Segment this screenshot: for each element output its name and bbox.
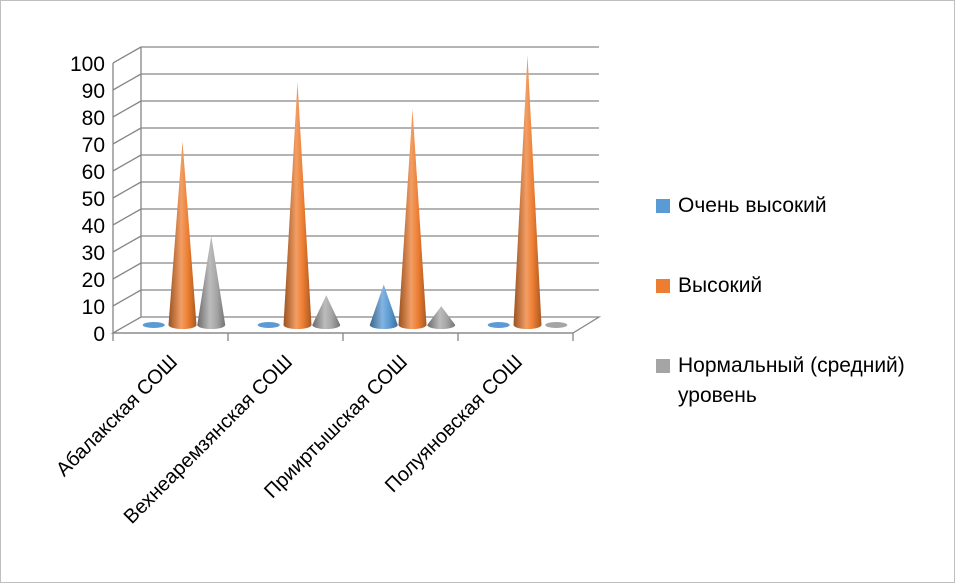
cone-high xyxy=(398,109,427,329)
cone-body xyxy=(168,141,197,329)
y-tick-label: 10 xyxy=(82,296,105,319)
cone-very-high xyxy=(257,322,280,328)
gridline-side xyxy=(112,127,142,145)
cone-body xyxy=(197,235,226,329)
cone-normal xyxy=(427,306,456,329)
y-tick-label: 30 xyxy=(82,242,105,265)
cone-body xyxy=(283,82,312,329)
cone-base-flat xyxy=(142,322,165,328)
cone-high xyxy=(513,55,542,329)
cone-very-high xyxy=(142,322,165,328)
gridline-side xyxy=(112,181,142,199)
legend-swatch-very-high xyxy=(656,199,670,213)
gridline-side xyxy=(112,235,142,253)
gridline-side xyxy=(112,208,142,226)
x-tick-label: Абалакская СОШ xyxy=(52,351,182,481)
cone-body xyxy=(513,55,542,329)
y-tick-label: 20 xyxy=(82,269,105,292)
cone-body xyxy=(427,306,456,329)
data-cones xyxy=(142,55,568,329)
legend-item-normal: Нормальный (средний) уровень xyxy=(656,351,948,411)
gridline-side xyxy=(112,46,142,64)
cone-body xyxy=(398,109,427,329)
legend-item-high: Высокий xyxy=(656,271,948,301)
y-tick-label: 70 xyxy=(82,134,105,157)
legend-label-high: Высокий xyxy=(678,274,763,297)
cone-base-flat xyxy=(257,322,280,328)
gridline-side xyxy=(112,154,142,172)
axes xyxy=(110,47,602,341)
cone-normal xyxy=(545,322,568,328)
y-axis-tick-labels: 0 10 20 30 40 50 60 70 80 90 100 xyxy=(70,53,105,346)
y-tick-label: 60 xyxy=(82,161,105,184)
gridline-side xyxy=(112,262,142,280)
cone-high xyxy=(283,82,312,329)
cone-very-high xyxy=(369,284,398,329)
y-tick-label: 50 xyxy=(82,188,105,211)
cone-normal xyxy=(197,235,226,329)
y-tick-label: 0 xyxy=(93,323,105,346)
cone-base-flat xyxy=(487,322,510,328)
y-tick-label: 100 xyxy=(70,53,105,76)
legend-label-normal: Нормальный (средний) уровень xyxy=(678,354,905,407)
legend-swatch-normal xyxy=(656,359,670,373)
cone-very-high xyxy=(487,322,510,328)
y-tick-label: 80 xyxy=(82,107,105,130)
gridline-side xyxy=(112,73,142,91)
gridline-side xyxy=(112,289,142,307)
cone-body xyxy=(312,295,341,329)
legend-swatch-high xyxy=(656,279,670,293)
cone-normal xyxy=(312,295,341,329)
y-tick-label: 90 xyxy=(82,80,105,103)
cone-high xyxy=(168,141,197,329)
gridline-side xyxy=(112,100,142,118)
cone-base-flat xyxy=(545,322,568,328)
cone-chart: 0 10 20 30 40 50 60 70 80 90 100 Абалакская СОШВех… xyxy=(52,46,602,528)
legend-item-very-high: Очень высокий xyxy=(656,191,948,221)
legend-label-very-high: Очень высокий xyxy=(678,194,827,217)
y-tick-label: 40 xyxy=(82,215,105,238)
cone-body xyxy=(369,284,398,329)
